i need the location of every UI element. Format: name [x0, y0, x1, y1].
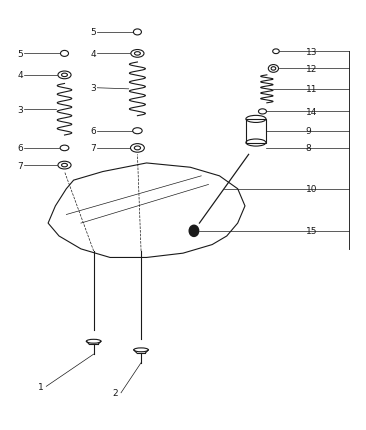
Text: 6: 6: [90, 127, 96, 136]
Text: 2: 2: [113, 388, 118, 397]
Text: 6: 6: [17, 144, 23, 153]
Text: 3: 3: [90, 84, 96, 93]
Text: 8: 8: [306, 144, 311, 153]
Circle shape: [189, 226, 199, 237]
Text: 12: 12: [306, 65, 317, 74]
Text: 4: 4: [90, 50, 96, 59]
Text: 5: 5: [17, 50, 23, 59]
Text: 7: 7: [90, 144, 96, 153]
Text: 4: 4: [17, 71, 23, 80]
Text: 10: 10: [306, 185, 317, 194]
Text: 5: 5: [90, 28, 96, 37]
Text: 11: 11: [306, 85, 317, 94]
Text: 9: 9: [306, 127, 311, 136]
Text: 14: 14: [306, 108, 317, 117]
Bar: [246, 120, 266, 143]
Text: 3: 3: [17, 105, 23, 114]
Text: 1: 1: [38, 382, 44, 391]
Text: 13: 13: [306, 48, 317, 57]
Text: 7: 7: [17, 161, 23, 170]
Text: 15: 15: [306, 227, 317, 236]
